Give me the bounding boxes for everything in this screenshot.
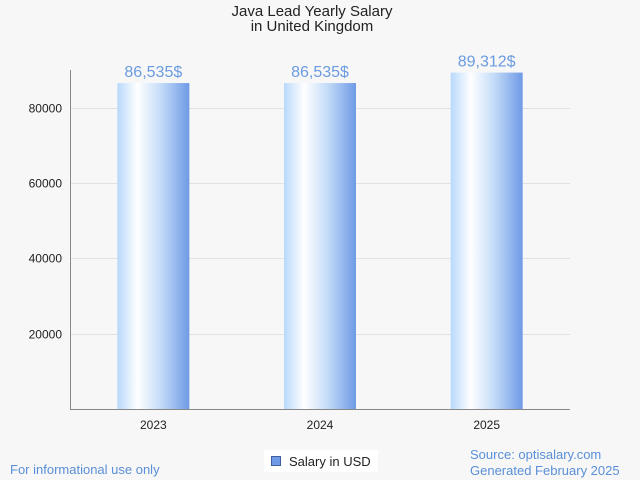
x-tick-label: 2024 [307,418,334,432]
source-text: Source: optisalary.com [470,447,602,462]
y-tick-label: 20000 [29,328,63,342]
y-tick-label: 80000 [29,102,63,116]
generated-text: Generated February 2025 [470,463,620,478]
chart-title: Java Lead Yearly Salary in United Kingdo… [0,4,624,34]
chart-title-line-1: Java Lead Yearly Salary [231,3,393,20]
disclaimer-text: For informational use only [10,462,160,477]
data-label: 86,535$ [291,64,349,81]
axes [70,70,570,410]
bar [450,72,523,410]
source-info: Source: optisalary.com Generated Februar… [470,447,620,479]
bar [284,83,356,409]
legend-label: Salary in USD [289,453,371,469]
x-tick-label: 2023 [140,418,167,432]
chart-title-line-2: in United Kingdom [250,18,374,35]
x-tick-label: 2025 [473,418,500,432]
bars [117,72,523,410]
y-tick-label: 60000 [29,177,63,191]
y-tick-label: 40000 [29,252,63,266]
legend: Salary in USD [264,450,378,472]
labels: 20000 40000 60000 80000 86,535$ 2023 86,535$ 20… [29,54,516,432]
data-label: 89,312$ [458,54,516,71]
data-label: 86,535$ [124,64,182,81]
bar [117,83,190,409]
legend-swatch [271,456,281,466]
